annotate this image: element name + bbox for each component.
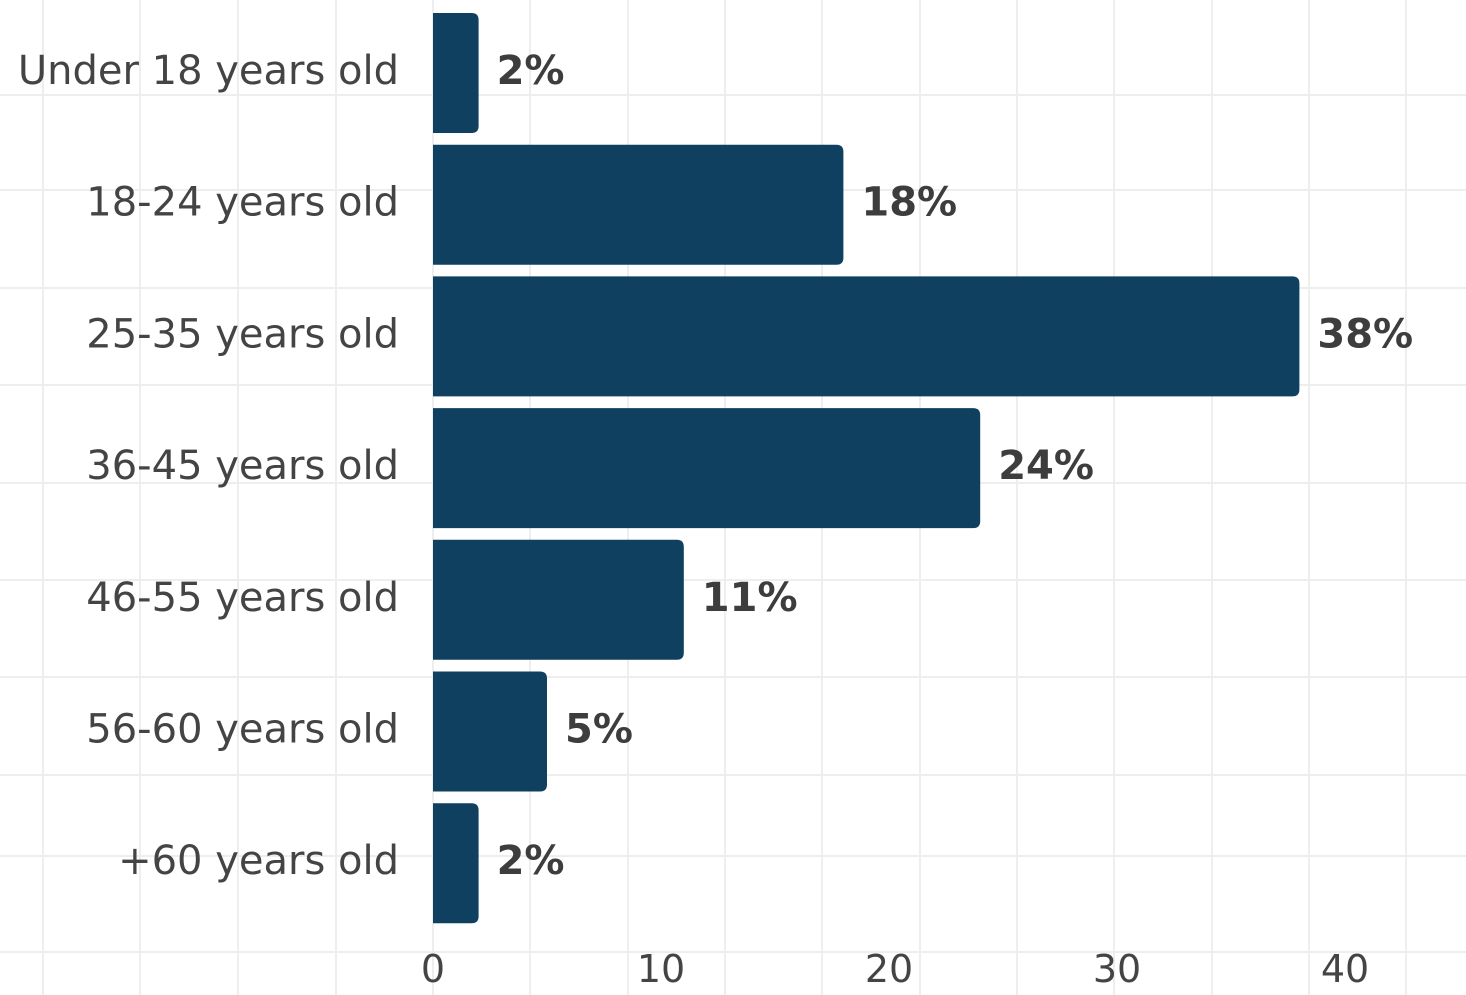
bar [433,408,981,529]
value-label: 38% [1317,311,1413,357]
bar [433,13,479,133]
value-label: 2% [497,838,565,884]
category-label: Under 18 years old [18,48,399,94]
x-axis-ticks: 0 10 20 30 40 [421,947,1369,991]
x-tick-label: 20 [865,947,913,991]
category-label: 18-24 years old [86,180,399,226]
category-label: 56-60 years old [86,707,399,753]
x-tick-label: 30 [1093,947,1141,991]
category-label: 25-35 years old [86,311,399,357]
category-labels: Under 18 years old 18-24 years old 25-35 y… [18,48,399,884]
x-tick-label: 10 [637,947,685,991]
value-labels: 2% 18% 38% 24% 11% 5% 2% [497,48,1414,884]
value-label: 24% [998,443,1094,489]
category-label: 46-55 years old [86,575,399,621]
value-label: 2% [497,48,565,94]
bar [433,144,844,265]
category-label: +60 years old [118,838,399,884]
x-tick-label: 0 [421,947,445,991]
bar [433,803,479,924]
bar [433,671,547,792]
value-label: 18% [861,180,957,226]
bar [433,276,1300,397]
value-label: 11% [702,575,798,621]
x-tick-label: 40 [1321,947,1369,991]
bars [433,13,1300,924]
category-label: 36-45 years old [86,443,399,489]
value-label: 5% [565,707,633,753]
bar [433,539,684,660]
